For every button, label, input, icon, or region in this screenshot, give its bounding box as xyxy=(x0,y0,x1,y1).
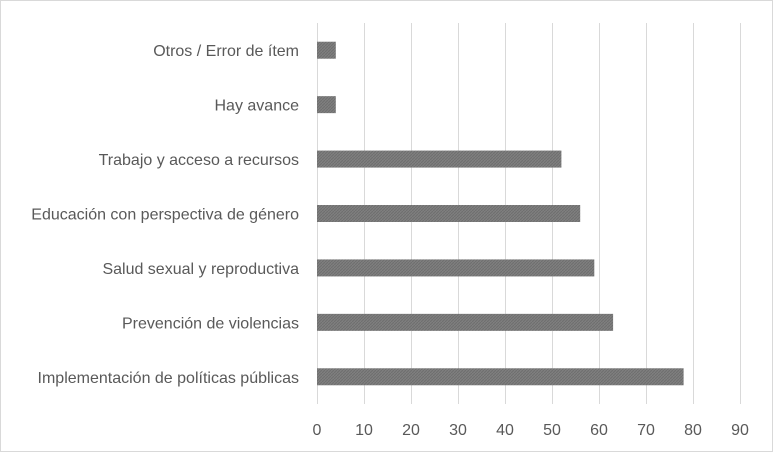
category-label: Otros / Error de ítem xyxy=(153,43,299,60)
x-tick-label: 30 xyxy=(449,422,467,439)
bar xyxy=(317,259,595,277)
x-tick-label: 60 xyxy=(590,422,608,439)
category-label: Hay avance xyxy=(215,98,300,115)
bar xyxy=(317,368,684,386)
bar xyxy=(317,313,614,331)
x-tick-label: 80 xyxy=(684,422,702,439)
x-tick-label: 0 xyxy=(313,422,322,439)
bar xyxy=(317,150,562,168)
x-tick-label: 70 xyxy=(637,422,655,439)
x-tick-label: 20 xyxy=(402,422,420,439)
category-label: Educación con perspectiva de género xyxy=(31,207,299,224)
bar xyxy=(317,96,336,114)
category-label: Implementación de políticas públicas xyxy=(38,370,299,387)
x-axis-tick-labels: 0 10 20 30 40 50 60 70 80 90 xyxy=(313,422,749,439)
x-tick-label: 50 xyxy=(543,422,561,439)
bar xyxy=(317,205,581,222)
category-labels: Otros / Error de ítem Hay avance Trabajo y… xyxy=(31,43,299,387)
category-label: Trabajo y acceso a recursos xyxy=(99,152,299,169)
bar xyxy=(317,41,336,59)
category-label: Prevención de violencias xyxy=(122,315,299,332)
x-tick-label: 90 xyxy=(731,422,749,439)
category-label: Salud sexual y reproductiva xyxy=(102,261,299,278)
x-tick-label: 40 xyxy=(496,422,514,439)
x-tick-label: 10 xyxy=(355,422,373,439)
bars xyxy=(317,41,684,386)
